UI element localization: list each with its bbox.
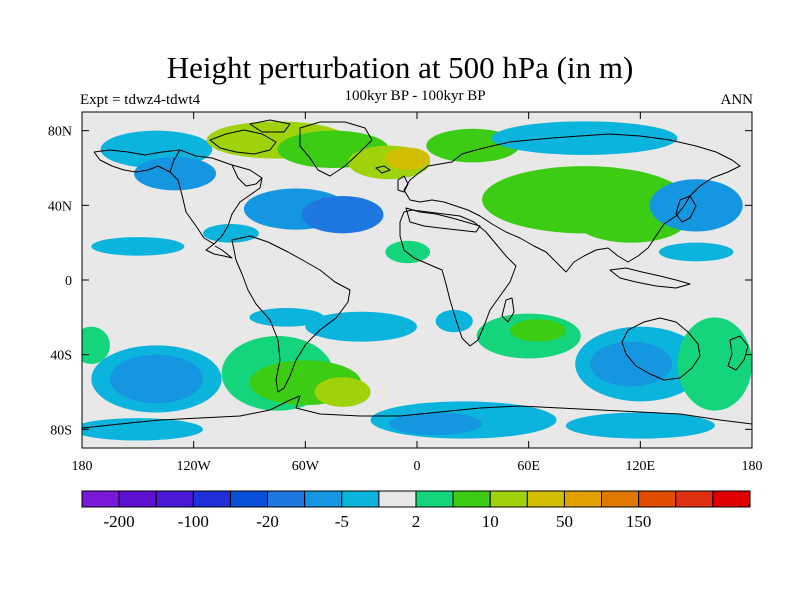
colorbar-swatch bbox=[304, 490, 343, 508]
lon-tick-label: 120E bbox=[626, 459, 656, 474]
colorbar-swatch bbox=[378, 490, 417, 508]
colorbar-label: 50 bbox=[556, 512, 573, 531]
contour-region bbox=[565, 412, 715, 439]
experiment-label: Expt = tdwz4-tdwt4 bbox=[80, 92, 201, 108]
colorbar-swatch bbox=[563, 490, 603, 508]
coast-uk bbox=[397, 175, 409, 193]
colorbar-swatch bbox=[192, 490, 231, 508]
contour-region bbox=[677, 317, 752, 411]
colorbar-label: 150 bbox=[626, 512, 652, 531]
lon-tick-label: 120W bbox=[177, 459, 212, 474]
colorbar-swatch bbox=[267, 490, 306, 508]
colorbar-label: -100 bbox=[178, 512, 209, 531]
contour-region bbox=[389, 412, 483, 435]
contour-region bbox=[82, 418, 203, 441]
colorbar-label: -20 bbox=[256, 512, 279, 531]
coast-iceland bbox=[375, 165, 391, 174]
contour-region bbox=[314, 377, 371, 407]
axis-ticks bbox=[81, 112, 753, 448]
colorbar-swatch bbox=[81, 490, 120, 508]
coast-australia bbox=[621, 317, 701, 381]
coast-alaska bbox=[93, 151, 171, 173]
colorbar-swatch bbox=[118, 490, 157, 508]
colorbar-swatch bbox=[675, 490, 714, 508]
lat-tick-label: 40N bbox=[48, 199, 72, 214]
contour-region bbox=[82, 326, 110, 364]
coast-new-zealand bbox=[727, 335, 749, 371]
colorbar-swatch bbox=[415, 490, 454, 508]
contour-region bbox=[301, 196, 384, 234]
contour-region bbox=[249, 308, 324, 327]
colorbar-swatch bbox=[341, 490, 380, 508]
colorbar bbox=[81, 490, 751, 508]
contour-region bbox=[491, 121, 678, 155]
contour-region bbox=[305, 311, 417, 342]
colorbar-swatch bbox=[526, 490, 565, 508]
colorbar-swatch bbox=[155, 490, 194, 508]
lon-tick-label: 0 bbox=[414, 459, 421, 474]
contour-region bbox=[91, 237, 185, 256]
colorbar-label: 10 bbox=[482, 512, 499, 531]
coast-africa bbox=[399, 209, 517, 347]
colorbar-swatch bbox=[229, 490, 269, 508]
season-label: ANN bbox=[720, 92, 754, 108]
coast-madagascar bbox=[501, 297, 515, 323]
axis-tick-labels: 80N 40N 0 40S 80S 180 120W 60W 0 60E 120E 180 bbox=[48, 125, 763, 474]
colorbar-labels: -200 -100 -20 -5 2 10 50 150 bbox=[104, 512, 652, 531]
coast-mediterranean bbox=[405, 207, 481, 233]
coast-greenland bbox=[299, 121, 373, 177]
coast-europe-asia bbox=[403, 133, 741, 273]
colorbar-label: -5 bbox=[335, 512, 349, 531]
colorbar-swatch bbox=[601, 490, 640, 508]
colorbar-swatch bbox=[489, 490, 528, 508]
contour-region bbox=[385, 147, 431, 170]
lat-tick-label: 80N bbox=[48, 125, 72, 140]
coast-north-america bbox=[93, 149, 263, 259]
contour-region bbox=[134, 156, 216, 191]
coast-south-america bbox=[231, 235, 351, 393]
colorbar-swatch bbox=[638, 490, 677, 508]
colorbar-label: -200 bbox=[104, 512, 135, 531]
coast-antarctica bbox=[82, 395, 752, 429]
colorbar-label: 2 bbox=[412, 512, 421, 531]
contour-region bbox=[385, 240, 431, 264]
colorbar-swatch bbox=[452, 490, 491, 508]
lon-tick-label: 60E bbox=[517, 459, 540, 474]
map-title: Height perturbation at 500 hPa (in m) bbox=[166, 50, 634, 85]
coast-japan bbox=[675, 195, 697, 223]
lon-tick-label: 180 bbox=[742, 459, 763, 474]
lon-tick-label: 60W bbox=[292, 459, 320, 474]
lon-tick-label: 180 bbox=[72, 459, 93, 474]
contour-region bbox=[435, 309, 473, 333]
contour-region bbox=[202, 224, 259, 243]
period-label: 100kyr BP - 100kyr BP bbox=[344, 88, 486, 104]
lat-tick-label: 40S bbox=[50, 349, 72, 364]
contour-fields bbox=[82, 121, 752, 441]
coastlines bbox=[82, 119, 752, 429]
contour-region bbox=[658, 242, 734, 262]
coast-arctic-islands bbox=[209, 119, 291, 155]
colorbar-swatch bbox=[712, 490, 751, 508]
contour-region bbox=[590, 341, 672, 387]
contour-region bbox=[510, 319, 566, 342]
lat-tick-label: 0 bbox=[65, 274, 72, 289]
lat-tick-label: 80S bbox=[50, 423, 72, 438]
contour-region bbox=[109, 354, 203, 404]
coast-indonesia bbox=[609, 267, 691, 289]
coast-hudson-bay bbox=[231, 164, 263, 187]
